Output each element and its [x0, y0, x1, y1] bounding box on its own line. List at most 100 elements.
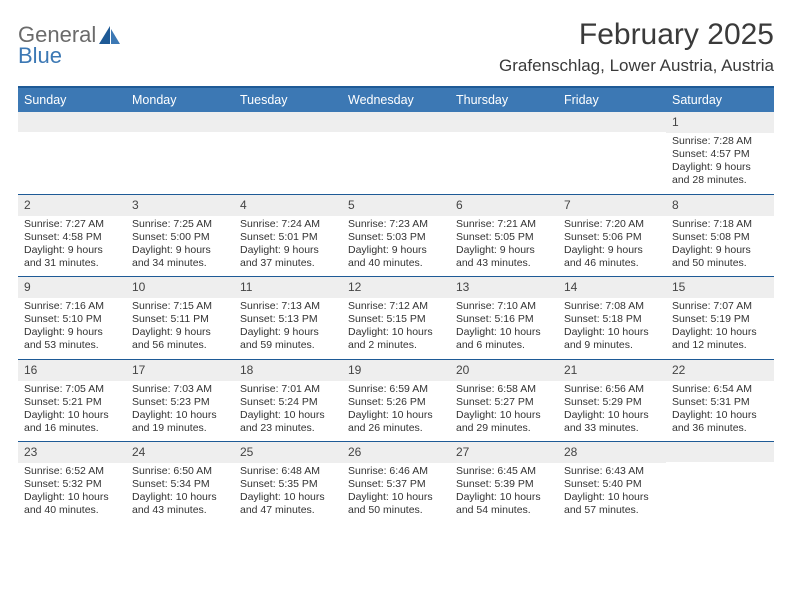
- cell-body: Sunrise: 7:13 AMSunset: 5:13 PMDaylight:…: [234, 298, 342, 359]
- day2-text: and 34 minutes.: [132, 257, 228, 270]
- calendar-cell: 8Sunrise: 7:18 AMSunset: 5:08 PMDaylight…: [666, 195, 774, 277]
- sunrise-text: Sunrise: 6:50 AM: [132, 465, 228, 478]
- calendar-cell: 9Sunrise: 7:16 AMSunset: 5:10 PMDaylight…: [18, 277, 126, 359]
- sunrise-text: Sunrise: 7:28 AM: [672, 135, 768, 148]
- logo: General Blue: [18, 24, 121, 67]
- sunrise-text: Sunrise: 6:45 AM: [456, 465, 552, 478]
- day-number: 7: [558, 195, 666, 216]
- calendar-cell: 13Sunrise: 7:10 AMSunset: 5:16 PMDayligh…: [450, 277, 558, 359]
- cell-body: Sunrise: 7:07 AMSunset: 5:19 PMDaylight:…: [666, 298, 774, 359]
- weeks-container: 1Sunrise: 7:28 AMSunset: 4:57 PMDaylight…: [18, 112, 774, 524]
- calendar-cell: 4Sunrise: 7:24 AMSunset: 5:01 PMDaylight…: [234, 195, 342, 277]
- calendar-cell: 1Sunrise: 7:28 AMSunset: 4:57 PMDaylight…: [666, 112, 774, 194]
- day-header-tuesday: Tuesday: [234, 88, 342, 112]
- day2-text: and 29 minutes.: [456, 422, 552, 435]
- day2-text: and 56 minutes.: [132, 339, 228, 352]
- day-number: 14: [558, 277, 666, 298]
- day-number: 23: [18, 442, 126, 463]
- cell-body: Sunrise: 7:15 AMSunset: 5:11 PMDaylight:…: [126, 298, 234, 359]
- calendar-cell: 23Sunrise: 6:52 AMSunset: 5:32 PMDayligh…: [18, 442, 126, 524]
- day1-text: Daylight: 9 hours: [564, 244, 660, 257]
- cell-body: Sunrise: 6:54 AMSunset: 5:31 PMDaylight:…: [666, 381, 774, 442]
- day-number: 18: [234, 360, 342, 381]
- calendar-cell: 15Sunrise: 7:07 AMSunset: 5:19 PMDayligh…: [666, 277, 774, 359]
- cell-body: Sunrise: 7:20 AMSunset: 5:06 PMDaylight:…: [558, 216, 666, 277]
- sunset-text: Sunset: 5:34 PM: [132, 478, 228, 491]
- day1-text: Daylight: 10 hours: [456, 409, 552, 422]
- day-header-monday: Monday: [126, 88, 234, 112]
- week-row: 9Sunrise: 7:16 AMSunset: 5:10 PMDaylight…: [18, 276, 774, 359]
- day1-text: Daylight: 9 hours: [348, 244, 444, 257]
- sunset-text: Sunset: 5:05 PM: [456, 231, 552, 244]
- sunset-text: Sunset: 5:24 PM: [240, 396, 336, 409]
- week-row: 16Sunrise: 7:05 AMSunset: 5:21 PMDayligh…: [18, 359, 774, 442]
- sunrise-text: Sunrise: 7:27 AM: [24, 218, 120, 231]
- day1-text: Daylight: 9 hours: [240, 244, 336, 257]
- day2-text: and 31 minutes.: [24, 257, 120, 270]
- cell-body: Sunrise: 6:43 AMSunset: 5:40 PMDaylight:…: [558, 463, 666, 524]
- cell-body: Sunrise: 6:58 AMSunset: 5:27 PMDaylight:…: [450, 381, 558, 442]
- day1-text: Daylight: 9 hours: [132, 326, 228, 339]
- sunrise-text: Sunrise: 6:48 AM: [240, 465, 336, 478]
- sunset-text: Sunset: 5:26 PM: [348, 396, 444, 409]
- day2-text: and 12 minutes.: [672, 339, 768, 352]
- day2-text: and 53 minutes.: [24, 339, 120, 352]
- calendar-cell: 19Sunrise: 6:59 AMSunset: 5:26 PMDayligh…: [342, 360, 450, 442]
- sunset-text: Sunset: 5:39 PM: [456, 478, 552, 491]
- sunrise-text: Sunrise: 7:25 AM: [132, 218, 228, 231]
- calendar-cell: 5Sunrise: 7:23 AMSunset: 5:03 PMDaylight…: [342, 195, 450, 277]
- day-number: 15: [666, 277, 774, 298]
- sunrise-text: Sunrise: 7:05 AM: [24, 383, 120, 396]
- day1-text: Daylight: 9 hours: [132, 244, 228, 257]
- cell-body: Sunrise: 7:28 AMSunset: 4:57 PMDaylight:…: [666, 133, 774, 194]
- calendar-cell: 25Sunrise: 6:48 AMSunset: 5:35 PMDayligh…: [234, 442, 342, 524]
- sunset-text: Sunset: 5:08 PM: [672, 231, 768, 244]
- day-number: 24: [126, 442, 234, 463]
- day1-text: Daylight: 10 hours: [672, 326, 768, 339]
- day2-text: and 47 minutes.: [240, 504, 336, 517]
- calendar-cell: [234, 112, 342, 194]
- cell-body: Sunrise: 7:18 AMSunset: 5:08 PMDaylight:…: [666, 216, 774, 277]
- sunrise-text: Sunrise: 6:54 AM: [672, 383, 768, 396]
- calendar-cell: [450, 112, 558, 194]
- header: General Blue February 2025 Grafenschlag,…: [18, 18, 774, 76]
- sunset-text: Sunset: 5:10 PM: [24, 313, 120, 326]
- cell-body: [18, 132, 126, 188]
- day-number: 22: [666, 360, 774, 381]
- day1-text: Daylight: 9 hours: [672, 161, 768, 174]
- day1-text: Daylight: 10 hours: [24, 491, 120, 504]
- cell-body: Sunrise: 6:45 AMSunset: 5:39 PMDaylight:…: [450, 463, 558, 524]
- cell-body: Sunrise: 7:21 AMSunset: 5:05 PMDaylight:…: [450, 216, 558, 277]
- sunset-text: Sunset: 5:21 PM: [24, 396, 120, 409]
- cell-body: Sunrise: 6:46 AMSunset: 5:37 PMDaylight:…: [342, 463, 450, 524]
- day2-text: and 26 minutes.: [348, 422, 444, 435]
- day-number: 13: [450, 277, 558, 298]
- sunset-text: Sunset: 5:40 PM: [564, 478, 660, 491]
- cell-body: [558, 132, 666, 188]
- day2-text: and 40 minutes.: [24, 504, 120, 517]
- day-number: 25: [234, 442, 342, 463]
- sunset-text: Sunset: 5:15 PM: [348, 313, 444, 326]
- day-number: [450, 112, 558, 132]
- sunrise-text: Sunrise: 7:03 AM: [132, 383, 228, 396]
- calendar-cell: [558, 112, 666, 194]
- day-header-row: Sunday Monday Tuesday Wednesday Thursday…: [18, 88, 774, 112]
- day1-text: Daylight: 10 hours: [132, 491, 228, 504]
- day2-text: and 16 minutes.: [24, 422, 120, 435]
- day2-text: and 28 minutes.: [672, 174, 768, 187]
- day1-text: Daylight: 10 hours: [564, 409, 660, 422]
- month-title: February 2025: [499, 18, 774, 52]
- day1-text: Daylight: 10 hours: [456, 491, 552, 504]
- cell-body: [666, 462, 774, 518]
- cell-body: Sunrise: 7:08 AMSunset: 5:18 PMDaylight:…: [558, 298, 666, 359]
- sunset-text: Sunset: 4:58 PM: [24, 231, 120, 244]
- day1-text: Daylight: 10 hours: [564, 491, 660, 504]
- sunset-text: Sunset: 5:27 PM: [456, 396, 552, 409]
- day2-text: and 6 minutes.: [456, 339, 552, 352]
- day-number: 3: [126, 195, 234, 216]
- cell-body: Sunrise: 7:16 AMSunset: 5:10 PMDaylight:…: [18, 298, 126, 359]
- day-number: 12: [342, 277, 450, 298]
- day-number: 19: [342, 360, 450, 381]
- location-text: Grafenschlag, Lower Austria, Austria: [499, 56, 774, 76]
- sunrise-text: Sunrise: 6:43 AM: [564, 465, 660, 478]
